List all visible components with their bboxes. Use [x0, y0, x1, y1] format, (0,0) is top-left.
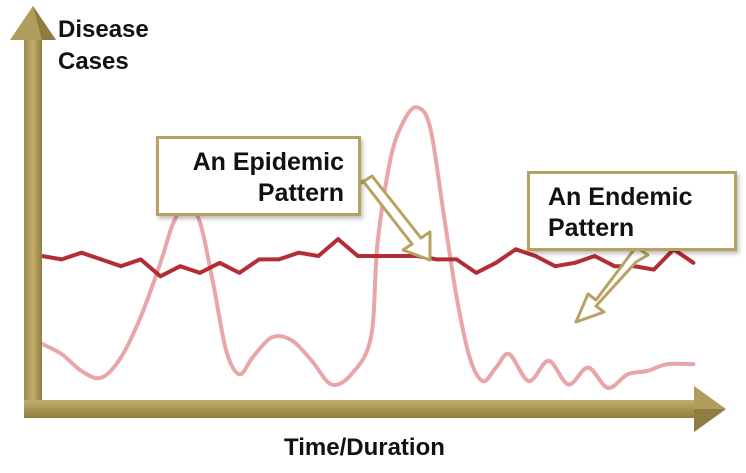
- x-axis-label: Time/Duration: [284, 434, 445, 461]
- endemic-callout: An Endemic Pattern: [527, 171, 737, 251]
- epidemic-callout-arrow: [356, 174, 432, 262]
- x-axis: [24, 386, 726, 432]
- endemic-callout-line1: An Endemic: [548, 183, 693, 211]
- epidemic-series-line: [40, 105, 696, 390]
- epidemic-callout-line1: An Epidemic: [192, 148, 344, 176]
- endemic-callout-line2: Pattern: [548, 214, 635, 242]
- y-axis-label: Disease Cases: [58, 16, 149, 75]
- series-layer: [40, 105, 696, 390]
- epidemic-callout-line2: Pattern: [257, 179, 344, 207]
- epidemic-callout: An Epidemic Pattern: [156, 136, 361, 216]
- endemic-series-line: [40, 237, 696, 279]
- y-axis: [10, 6, 56, 418]
- endemic-callout-arrow: [574, 245, 650, 324]
